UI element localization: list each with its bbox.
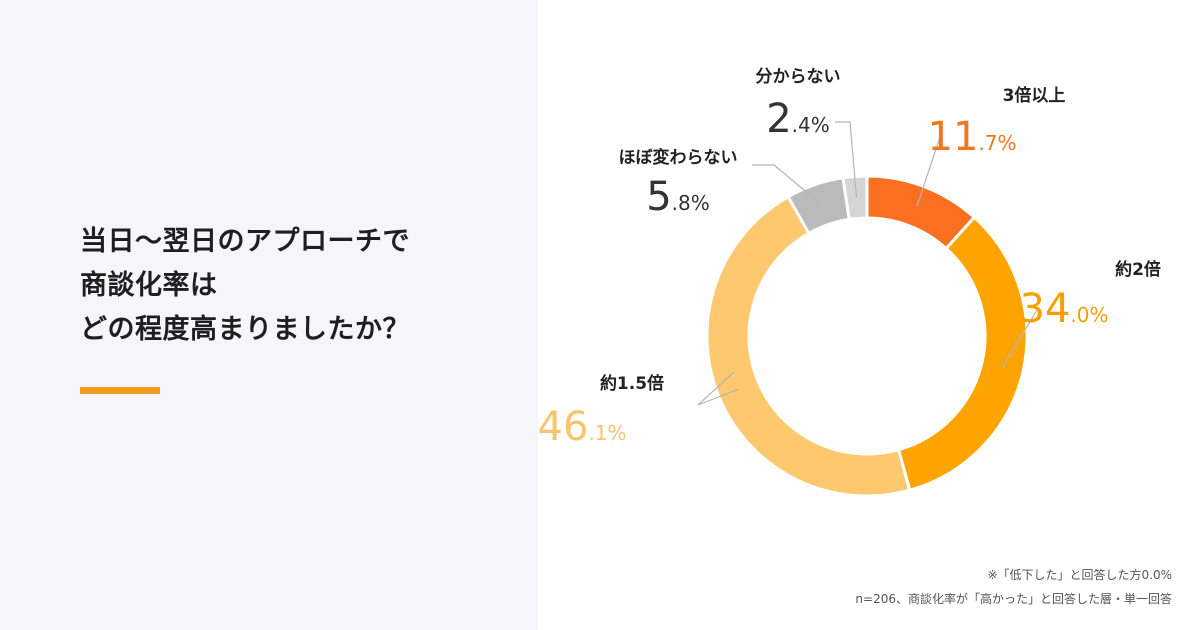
question-line-1: 当日〜翌日のアプローチで [80,226,410,257]
footnote-decreased: ※「低下した」と回答した方0.0% [987,568,1172,582]
segment-label: 分からない [756,67,841,87]
question-line-2: 商談化率は [80,270,218,301]
segment-label: 約1.5倍 [600,373,664,394]
leader-line [1001,309,1038,369]
segment-label: 3倍以上 [1003,85,1066,106]
leader-line [916,136,941,207]
segment-percentage: 34.0% [1020,286,1109,332]
question-title: 当日〜翌日のアプローチで 商談化率は どの程度高まりましたか？ [80,220,410,352]
donut-segment [841,174,869,221]
segment-percentage: 2.4% [766,96,830,142]
segment-percentage: 5.8% [646,174,710,220]
footnote-sample: n=206、商談化率が「高かった」と回答した層・単一回答 [855,592,1172,606]
segment-percentage: 11.7% [928,114,1017,160]
left-panel: 当日〜翌日のアプローチで 商談化率は どの程度高まりましたか？ [0,0,538,630]
donut-segment [896,215,1029,492]
segment-percentage: 46.1% [538,404,627,450]
question-line-3: どの程度高まりましたか？ [80,314,410,345]
segment-label: 約2倍 [1115,259,1161,280]
accent-bar [80,387,160,394]
donut-chart: 3倍以上 11.7% 約2倍 34.0% 約1.5倍 46.1% ほぼ変わらない 5.8% 分か… [538,67,1161,498]
leader-line [752,164,822,206]
donut-segment [705,195,912,498]
leader-line [697,371,739,406]
leader-line [835,121,858,198]
segment-label: ほぼ変わらない [619,147,738,168]
